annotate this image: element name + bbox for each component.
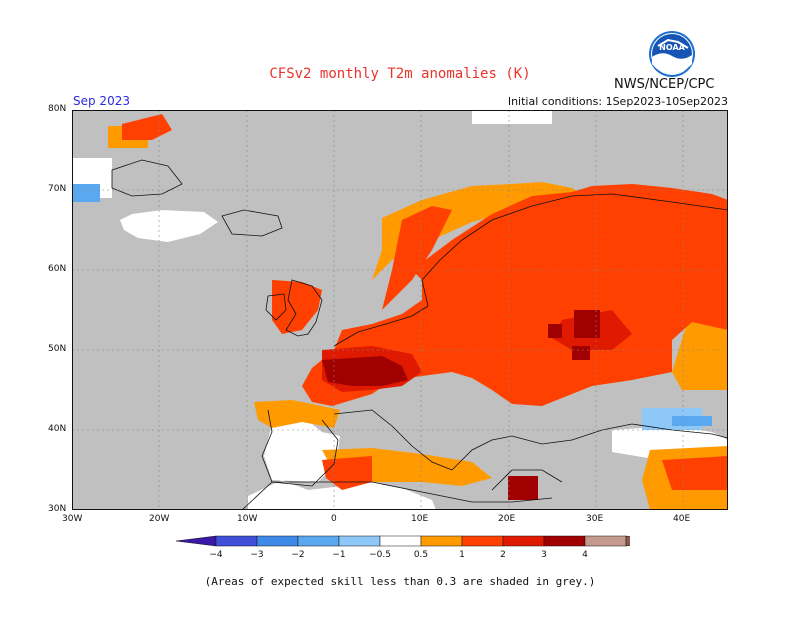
colorbar-bin — [543, 535, 586, 547]
colorbar-label: 0.5 — [414, 550, 428, 560]
colorbar-bin — [297, 535, 340, 547]
colorbar-bin — [584, 535, 627, 547]
lon-label-0: 0 — [331, 514, 337, 524]
map-frame — [72, 110, 728, 510]
initial-conditions-label: Initial conditions: 1Sep2023-10Sep2023 — [507, 95, 728, 108]
colorbar-label: 3 — [541, 550, 547, 560]
lon-label-40e: 40E — [673, 514, 691, 524]
skill-note: (Areas of expected skill less than 0.3 a… — [204, 575, 596, 588]
map-title: CFSv2 monthly T2m anomalies (K) — [269, 66, 531, 82]
month-label: Sep 2023 — [73, 94, 130, 108]
colorbar-bin — [215, 535, 258, 547]
colorbar-label: −2 — [291, 550, 304, 560]
colorbar: −4 −3 −2 −1 −0.5 0.5 1 2 3 4 — [175, 535, 630, 560]
lon-label-10w: 10W — [237, 514, 258, 524]
lon-label-20e: 20E — [498, 514, 516, 524]
colorbar-label: −1 — [332, 550, 345, 560]
colorbar-bin — [256, 535, 299, 547]
colorbar-label: −0.5 — [369, 550, 391, 560]
anomaly-cool — [72, 184, 712, 430]
lat-label-80n: 80N — [48, 104, 67, 114]
colorbar-label: 2 — [500, 550, 506, 560]
lat-label-30n: 30N — [48, 504, 67, 514]
logo-text: NOAA — [659, 43, 685, 52]
anomaly-map — [72, 110, 728, 510]
colorbar-label: −3 — [250, 550, 263, 560]
graticule — [72, 110, 728, 510]
colorbar-label: −4 — [209, 550, 223, 560]
colorbar-label: 4 — [582, 550, 588, 560]
lat-label-70n: 70N — [48, 184, 67, 194]
anomaly-1-2 — [122, 114, 728, 490]
colorbar-arrow-low — [175, 535, 217, 547]
colorbar-bin — [379, 535, 422, 547]
colorbar-bin — [338, 535, 381, 547]
organization-label: NWS/NCEP/CPC — [614, 77, 715, 92]
lat-label-50n: 50N — [48, 344, 67, 354]
white-areas — [72, 110, 728, 510]
lon-label-20w: 20W — [149, 514, 170, 524]
colorbar-bin — [461, 535, 504, 547]
lon-label-30w: 30W — [62, 514, 83, 524]
colorbar-arrow-high — [625, 535, 630, 547]
lon-label-10e: 10E — [411, 514, 429, 524]
colorbar-label: 1 — [459, 550, 465, 560]
colorbar-bin — [420, 535, 463, 547]
lat-label-40n: 40N — [48, 424, 67, 434]
colorbar-bin — [502, 535, 545, 547]
lat-label-60n: 60N — [48, 264, 67, 274]
anomaly-3-4 — [322, 310, 600, 500]
lon-label-30e: 30E — [586, 514, 604, 524]
noaa-logo: NOAA — [649, 31, 695, 77]
coastlines — [111, 159, 728, 510]
